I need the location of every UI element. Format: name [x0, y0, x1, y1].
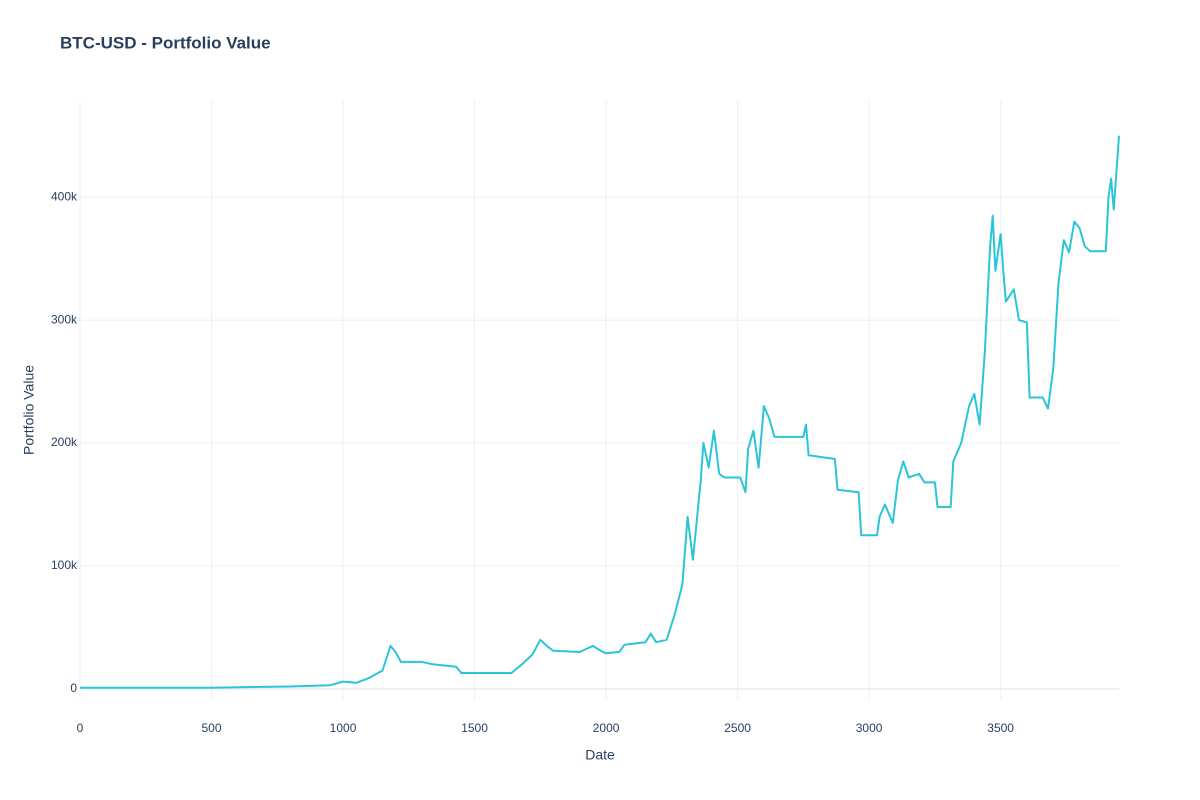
y-tick-label: 300k [51, 312, 78, 326]
y-tick-label: 100k [51, 558, 78, 572]
x-tick-label: 2000 [593, 721, 620, 735]
x-axis-title: Date [585, 747, 615, 763]
x-tick-label: 500 [202, 721, 222, 735]
y-tick-label: 0 [70, 681, 77, 695]
x-tick-label: 3000 [856, 721, 883, 735]
y-tick-label: 400k [51, 189, 78, 203]
chart-title: BTC-USD - Portfolio Value [60, 33, 271, 52]
x-tick-label: 2500 [724, 721, 751, 735]
x-tick-label: 1000 [330, 721, 357, 735]
x-tick-label: 3500 [987, 721, 1014, 735]
x-tick-label: 0 [77, 721, 84, 735]
data-line [80, 135, 1120, 689]
x-tick-label: 1500 [461, 721, 488, 735]
y-tick-label: 200k [51, 435, 78, 449]
y-axis-title: Portfolio Value [21, 365, 37, 455]
